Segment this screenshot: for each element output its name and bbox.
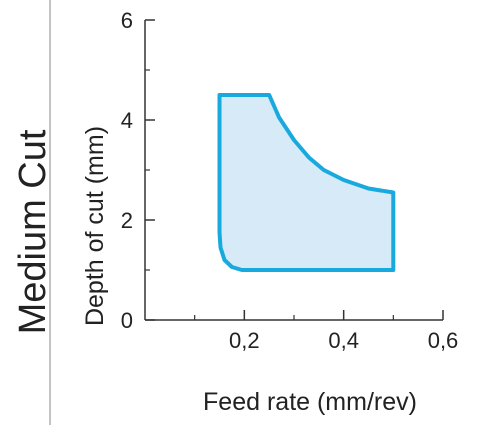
section-title: Medium Cut — [12, 129, 54, 334]
y-axis-title: Depth of cut (mm) — [81, 126, 109, 326]
x-tick-label: 0,4 — [328, 328, 359, 353]
operating-region-layer — [217, 93, 396, 272]
tick-labels: 0 2 4 6 0,2 0,4 0,6 — [121, 8, 459, 353]
y-tick-label: 6 — [121, 8, 133, 33]
x-axis-title: Feed rate (mm/rev) — [203, 388, 417, 416]
y-tick-label: 0 — [121, 308, 133, 333]
y-tick-label: 2 — [121, 208, 133, 233]
x-tick-label: 0,2 — [229, 328, 260, 353]
operating-region — [217, 93, 396, 272]
x-tick-label: 0,6 — [428, 328, 459, 353]
y-tick-label: 4 — [121, 108, 133, 133]
axes — [144, 19, 444, 321]
